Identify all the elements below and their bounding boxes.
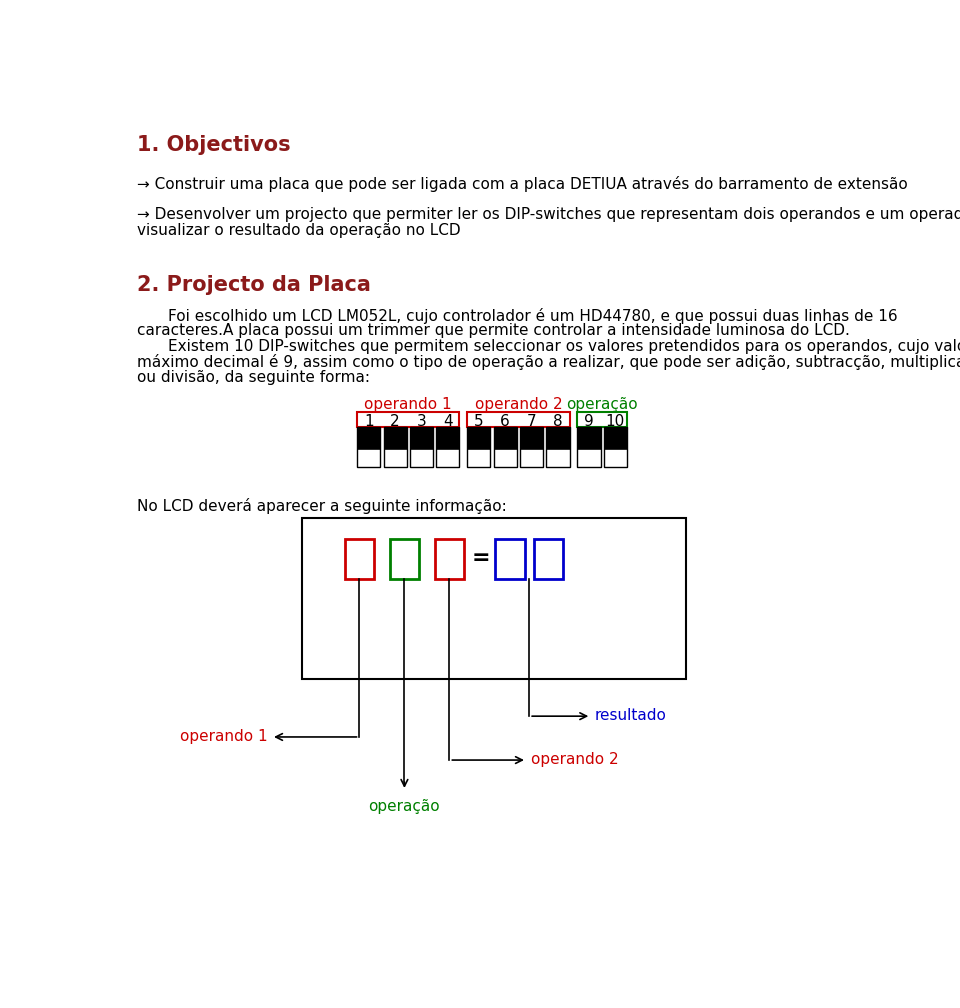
Text: ou divisão, da seguinte forma:: ou divisão, da seguinte forma:	[137, 370, 370, 385]
Bar	[302, 517, 685, 679]
Bar	[436, 449, 460, 468]
Bar	[345, 539, 374, 580]
Text: 2. Projecto da Placa: 2. Projecto da Placa	[137, 275, 371, 295]
Bar	[604, 449, 627, 468]
Text: operando 2: operando 2	[474, 396, 563, 411]
Bar	[495, 539, 524, 580]
Text: =: =	[471, 547, 491, 568]
Text: 6: 6	[500, 414, 510, 429]
Bar	[468, 427, 491, 449]
Bar	[520, 449, 543, 468]
Bar	[493, 449, 516, 468]
Bar	[577, 427, 601, 449]
Bar	[546, 449, 569, 468]
Text: visualizar o resultado da operação no LCD: visualizar o resultado da operação no LC…	[137, 224, 461, 238]
Bar	[357, 427, 380, 449]
Bar	[410, 427, 433, 468]
Text: operação: operação	[369, 798, 441, 813]
Bar	[534, 539, 564, 580]
Bar	[520, 427, 543, 468]
Bar	[410, 449, 433, 468]
Text: 4: 4	[443, 414, 452, 429]
Text: operando 1: operando 1	[180, 729, 267, 744]
Text: → Desenvolver um projecto que permiter ler os DIP-switches que representam dois : → Desenvolver um projecto que permiter l…	[137, 208, 960, 222]
Bar	[383, 427, 407, 468]
Text: operação: operação	[566, 396, 637, 411]
Bar	[410, 427, 433, 449]
Bar	[468, 412, 569, 427]
Text: Existem 10 DIP-switches que permitem seleccionar os valores pretendidos para os : Existem 10 DIP-switches que permitem sel…	[168, 339, 960, 354]
Bar	[493, 427, 516, 468]
Text: 5: 5	[474, 414, 484, 429]
Text: máximo decimal é 9, assim como o tipo de operação a realizar, que pode ser adiçã: máximo decimal é 9, assim como o tipo de…	[137, 354, 960, 370]
Text: → Construir uma placa que pode ser ligada com a placa DETIUA através do barramen: → Construir uma placa que pode ser ligad…	[137, 176, 908, 193]
Bar	[546, 427, 569, 468]
Bar	[390, 539, 420, 580]
Bar	[468, 427, 491, 468]
Bar	[357, 427, 380, 468]
Bar	[546, 427, 569, 449]
Text: 2: 2	[391, 414, 400, 429]
Text: 8: 8	[553, 414, 563, 429]
Bar	[577, 427, 601, 468]
Text: 3: 3	[417, 414, 426, 429]
Text: 1. Objectivos: 1. Objectivos	[137, 135, 291, 155]
Bar	[604, 427, 627, 468]
Bar	[493, 427, 516, 449]
Bar	[357, 412, 460, 427]
Bar	[435, 539, 464, 580]
Bar	[520, 427, 543, 449]
Text: operando 1: operando 1	[365, 396, 452, 411]
Text: Foi escolhido um LCD LM052L, cujo controlador é um HD44780, e que possui duas li: Foi escolhido um LCD LM052L, cujo contro…	[168, 308, 898, 324]
Text: operando 2: operando 2	[531, 752, 618, 767]
Bar	[383, 427, 407, 449]
Bar	[468, 449, 491, 468]
Text: caracteres.A placa possui um trimmer que permite controlar a intensidade luminos: caracteres.A placa possui um trimmer que…	[137, 324, 850, 339]
Bar	[604, 427, 627, 449]
Bar	[577, 412, 627, 427]
Text: 7: 7	[527, 414, 537, 429]
Text: 9: 9	[584, 414, 593, 429]
Text: resultado: resultado	[595, 708, 667, 723]
Text: 1: 1	[364, 414, 373, 429]
Bar	[383, 449, 407, 468]
Bar	[577, 449, 601, 468]
Bar	[436, 427, 460, 468]
Text: No LCD deverá aparecer a seguinte informação:: No LCD deverá aparecer a seguinte inform…	[137, 498, 507, 514]
Bar	[436, 427, 460, 449]
Text: 10: 10	[606, 414, 625, 429]
Bar	[357, 449, 380, 468]
